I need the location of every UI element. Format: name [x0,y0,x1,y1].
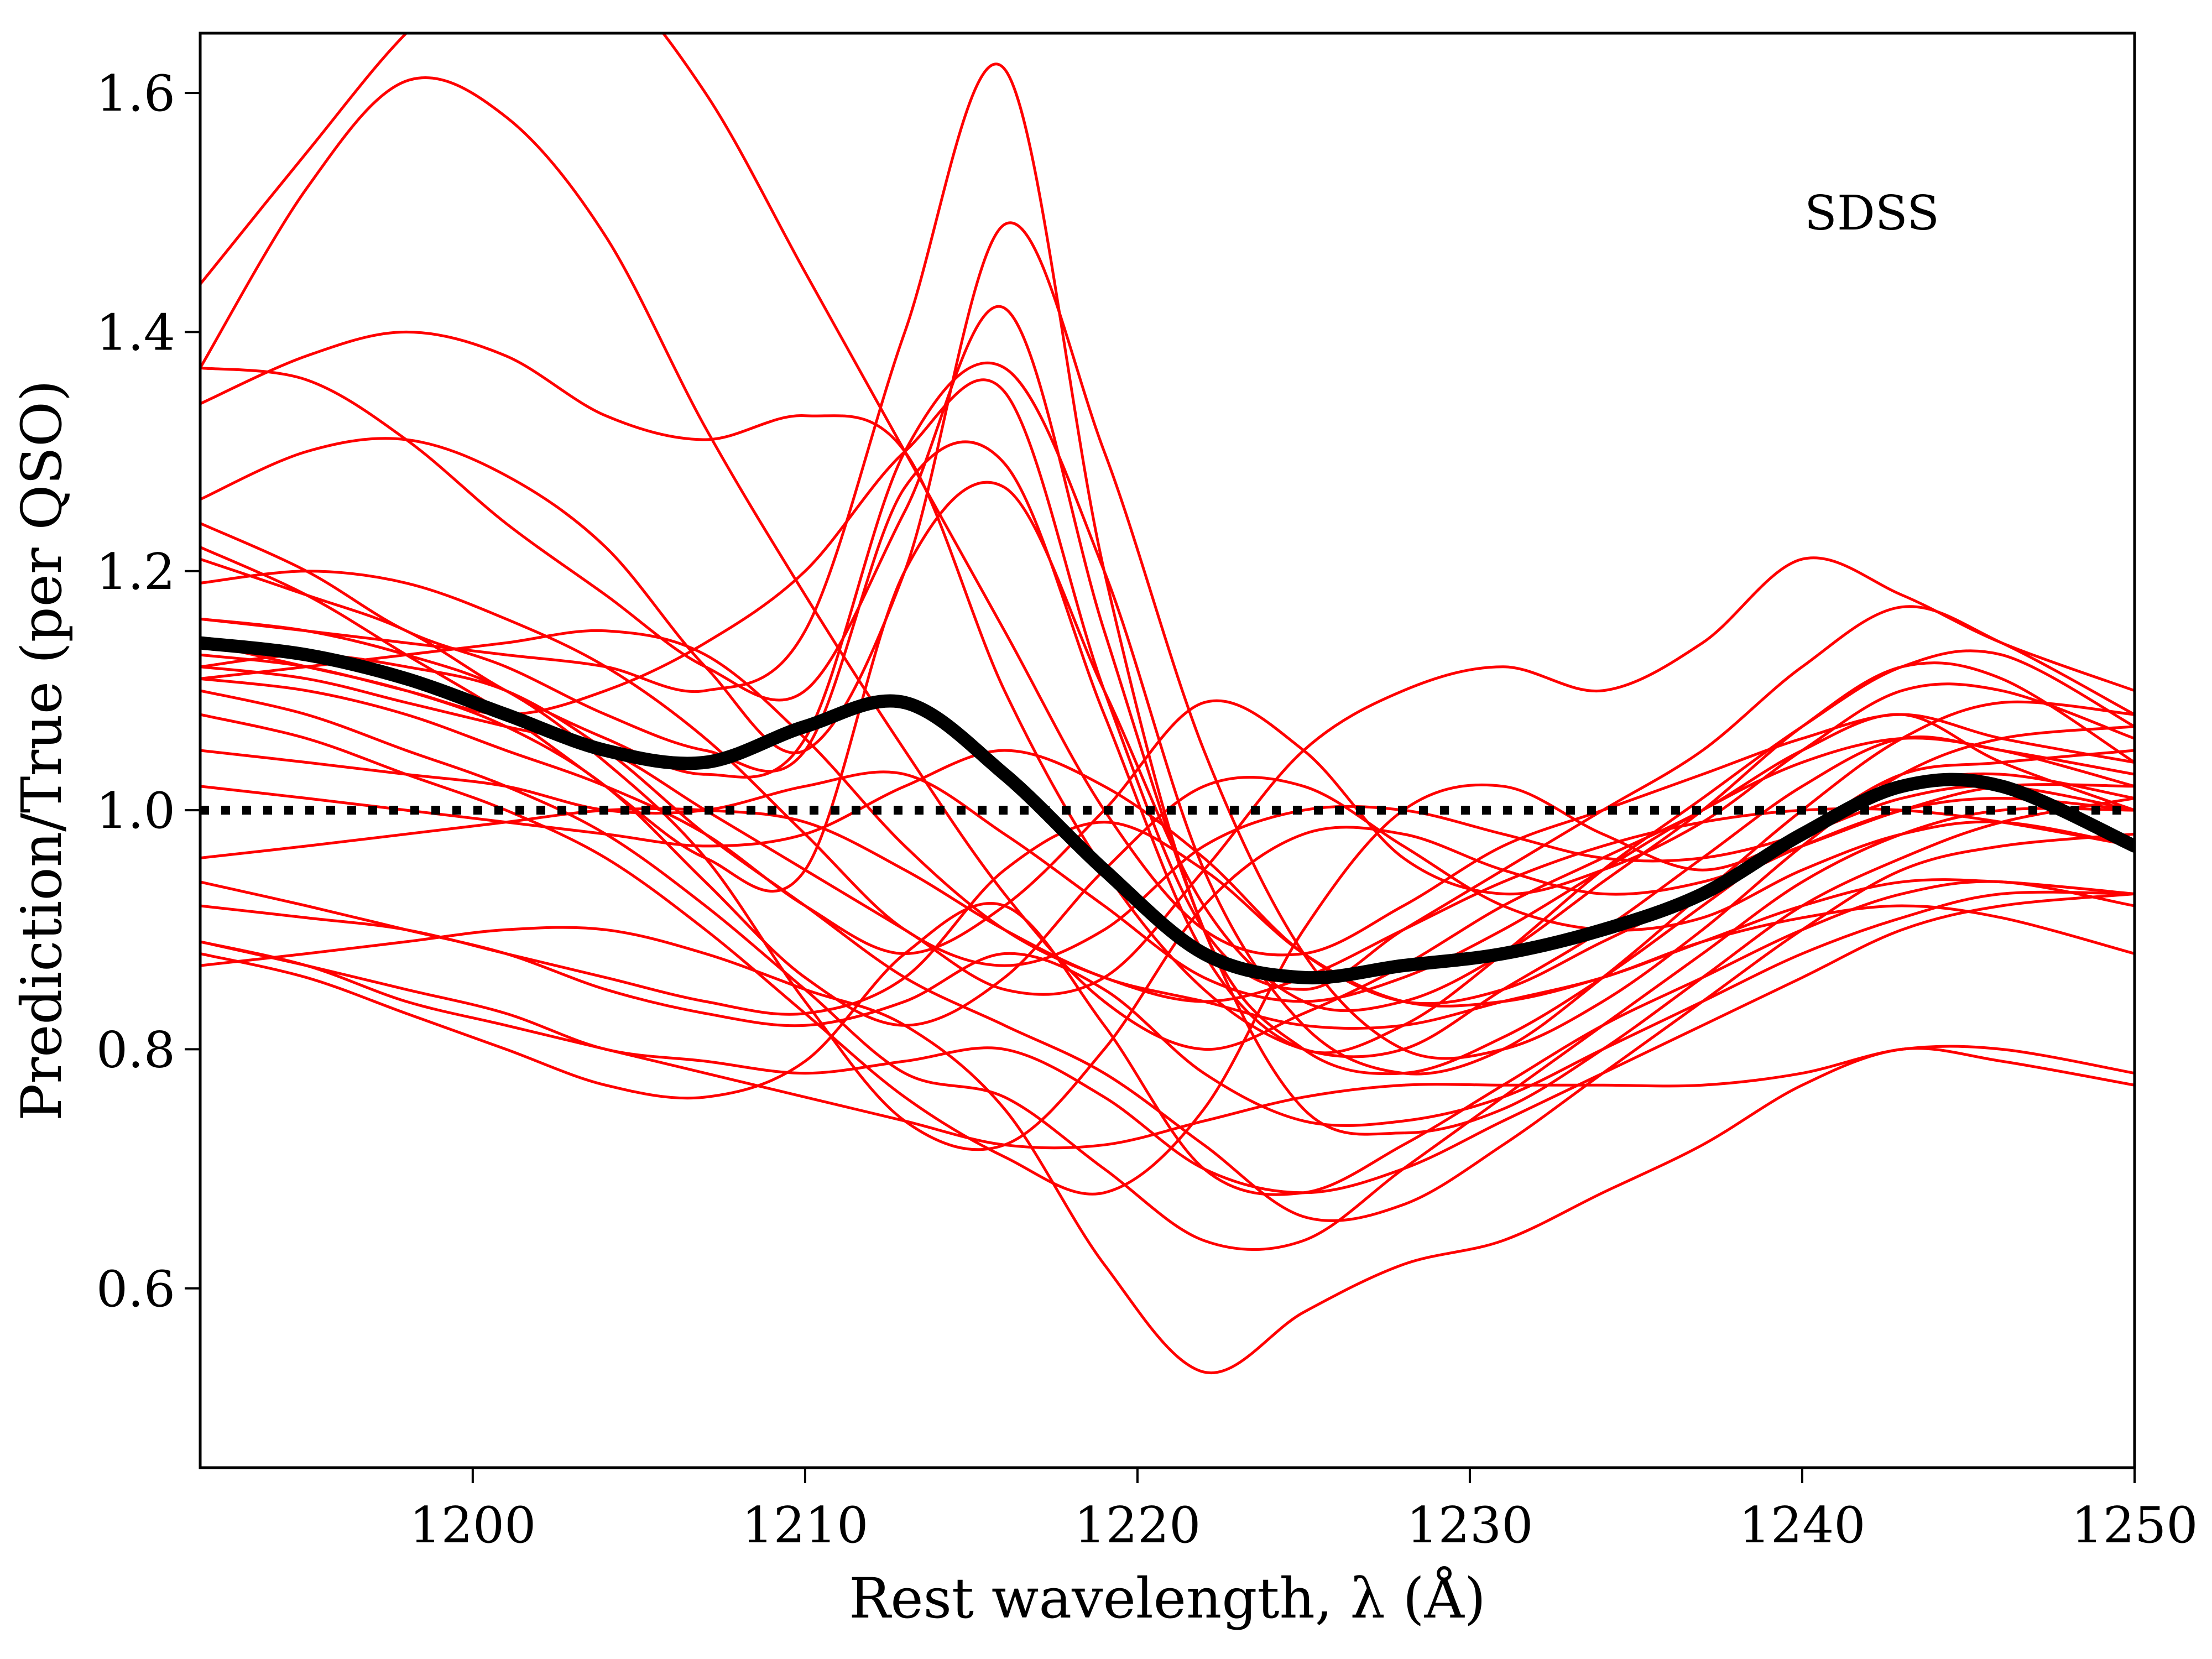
y-tick-label-1.6: 1.6 [96,65,175,123]
y-tick-label-1.2: 1.2 [96,543,175,601]
qso-line-21 [200,880,2135,1196]
qso-line-24 [200,821,2135,1016]
qso-line-12 [200,677,2135,955]
y-axis: 0.6 0.8 1.0 1.2 1.4 1.6 [96,65,200,1318]
plot-frame [199,32,2136,1469]
qso-line-7 [200,440,2135,1055]
qso-line-28 [200,641,2135,1027]
x-tick-label-1210: 1210 [742,1496,868,1554]
x-axis-title: Rest wavelength, λ (Å) [849,1566,1486,1631]
qso-line-3 [200,330,2135,1058]
mean-layer [200,636,2135,985]
mean-line [200,636,2135,985]
x-axis: 1200 1210 1220 1230 1240 1250 [409,1468,2198,1554]
qso-line-4 [200,305,2135,1136]
x-tick-label-1250: 1250 [2071,1496,2198,1554]
qso-line-2 [200,76,2135,1051]
x-tick-label-1220: 1220 [1074,1496,1201,1554]
qso-line-26 [200,629,2135,1030]
qso-line-19 [200,880,2135,1127]
x-tick-label-1230: 1230 [1406,1496,1533,1554]
qso-line-10 [200,378,2135,991]
qso-line-14 [200,689,2135,1251]
y-axis-title: Prediction/True (per QSO) [9,380,74,1121]
annotation-label: SDSS [1804,186,1939,241]
y-tick-label-1.4: 1.4 [96,304,175,362]
qso-line-5 [200,221,2135,1060]
qso-line-1 [200,33,2135,957]
qso-line-18 [200,807,2135,1003]
x-tick-label-1240: 1240 [1739,1496,1865,1554]
y-tick-label-0.6: 0.6 [96,1260,175,1318]
y-tick-label-1.0: 1.0 [96,782,175,840]
y-tick-label-0.8: 0.8 [96,1021,175,1079]
qso-line-20 [200,892,2135,1194]
qso-line-22 [200,926,2135,1375]
x-tick-label-1200: 1200 [409,1496,536,1554]
qso-line-23 [200,940,2135,1150]
